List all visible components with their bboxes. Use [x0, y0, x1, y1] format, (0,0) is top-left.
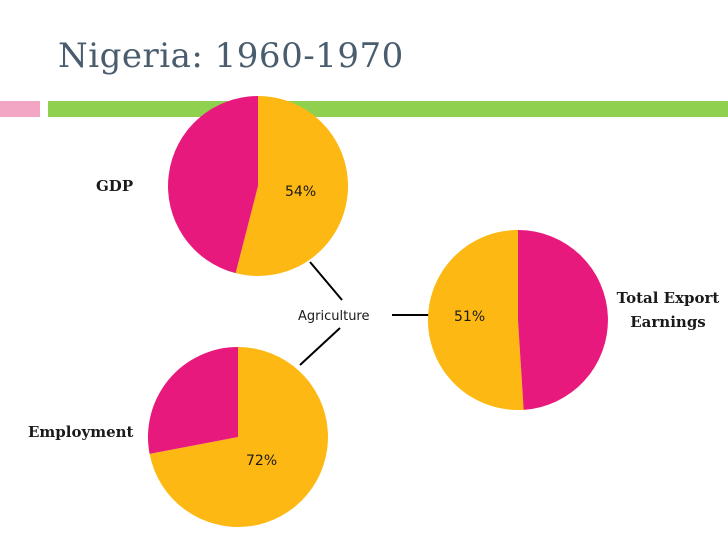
- connector-employment: [300, 328, 340, 365]
- data-label-employment: 72%: [246, 453, 277, 469]
- pie-title-gdp: GDP: [96, 177, 133, 195]
- pie-title-export-line2: Earnings: [630, 313, 706, 331]
- connector-gdp: [310, 262, 342, 300]
- center-label-agriculture: Agriculture: [298, 309, 370, 324]
- data-label-gdp: 54%: [285, 184, 316, 200]
- pie-slice-other: [518, 230, 608, 410]
- pie-title-employment: Employment: [28, 423, 134, 441]
- pie-slice-other: [148, 347, 238, 454]
- data-label-export: 51%: [454, 309, 485, 325]
- pie-gdp: [168, 96, 348, 276]
- pie-title-export-line1: Total Export: [617, 289, 720, 307]
- pie-employment: [148, 347, 328, 527]
